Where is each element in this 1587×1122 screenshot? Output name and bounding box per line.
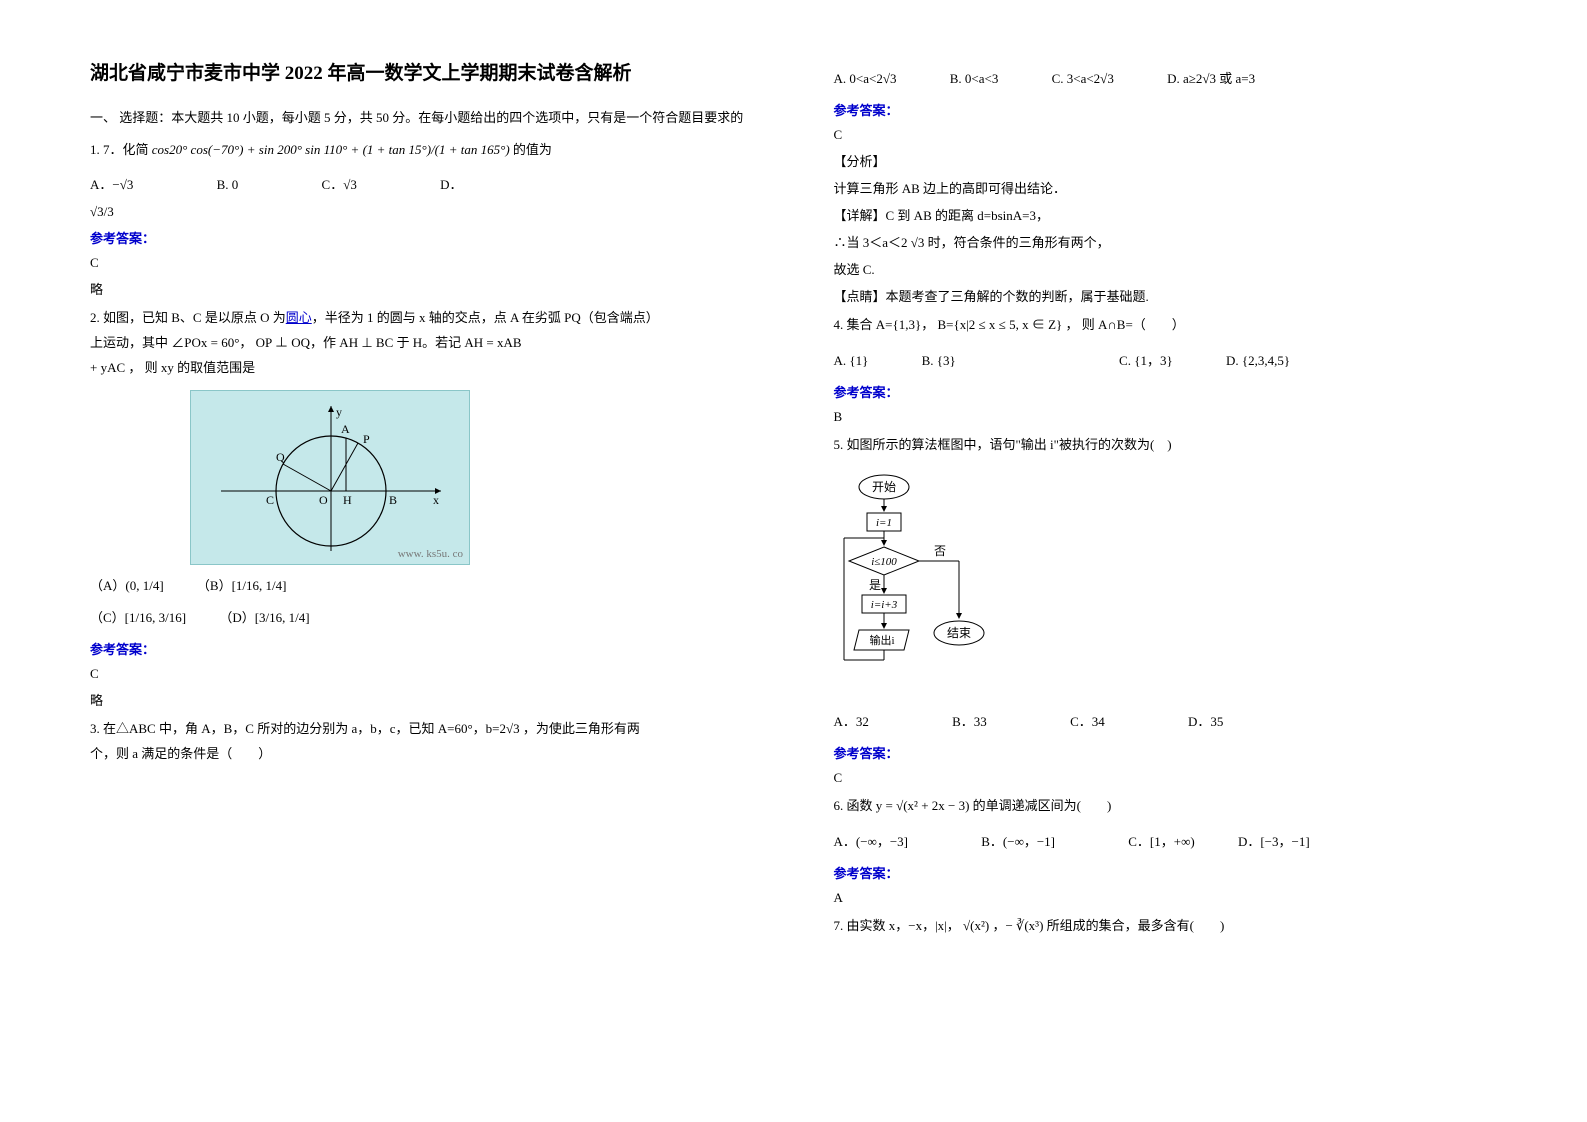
q3-opt-b: B. 0<a<3 bbox=[950, 71, 999, 86]
q2-l1a: 2. 如图，已知 B、C 是以原点 O 为 bbox=[90, 310, 286, 325]
svg-text:x: x bbox=[433, 493, 439, 507]
q1-opt-c: C．√3 bbox=[322, 177, 357, 192]
question-2: 2. 如图，已知 B、C 是以原点 O 为圆心，半径为 1 的圆与 x 轴的交点… bbox=[90, 306, 754, 380]
q5-opt-c: C．34 bbox=[1070, 714, 1105, 729]
svg-text:B: B bbox=[389, 493, 397, 507]
q3-detail2: ∴当 3＜a＜2 √3 时，符合条件的三角形有两个， bbox=[834, 232, 1498, 251]
q4-answer: B bbox=[834, 409, 1498, 425]
q2-l2: 上运动，其中 ∠POx = 60°， OP ⊥ OQ，作 AH ⊥ BC 于 H… bbox=[90, 331, 754, 356]
svg-text:输出i: 输出i bbox=[869, 633, 894, 647]
q2-opt-a: （A）(0, 1/4] bbox=[90, 578, 164, 593]
q3-comment: 【点睛】本题考查了三角解的个数的判断，属于基础题. bbox=[834, 286, 1498, 305]
q1-prefix: 1. 7．化简 bbox=[90, 142, 149, 157]
q2-l3: + yAC ， 则 xy 的取值范围是 bbox=[90, 356, 754, 381]
q3-opt-a: A. 0<a<2√3 bbox=[834, 71, 897, 86]
q6-options: A．(−∞，−3] B．(−∞，−1] C．[1，+∞) D．[−3，−1] bbox=[834, 829, 1498, 855]
ref-answer-label: 参考答案： bbox=[834, 100, 1498, 119]
q2-opt-c: （C）[1/16, 3/16] bbox=[90, 610, 186, 625]
section-header: 一、 选择题：本大题共 10 小题，每小题 5 分，共 50 分。在每小题给出的… bbox=[90, 107, 754, 126]
ref-answer-label: 参考答案： bbox=[90, 228, 754, 247]
flowchart-svg: 开始 i=1 i≤100 否 是 i=i+3 结束 输出i bbox=[834, 473, 1034, 693]
q6-answer: A bbox=[834, 890, 1498, 906]
q4-opt-d: D. {2,3,4,5} bbox=[1226, 353, 1290, 368]
q3-l2: 个，则 a 满足的条件是（ ） bbox=[90, 742, 754, 767]
circle-diagram-svg: y A P Q C H O B x bbox=[191, 391, 469, 564]
q6-opt-c: C．[1，+∞) bbox=[1128, 834, 1194, 849]
q1-answer: C bbox=[90, 255, 754, 271]
q2-opt-b: （B）[1/16, 1/4] bbox=[197, 578, 287, 593]
question-1: 1. 7．化简 cos20° cos(−70°) + sin 200° sin … bbox=[90, 138, 754, 163]
q5-opt-d: D．35 bbox=[1188, 714, 1223, 729]
q1-opt-d: D． bbox=[440, 177, 462, 192]
svg-text:i≤100: i≤100 bbox=[871, 556, 897, 568]
q2-answer: C bbox=[90, 666, 754, 682]
svg-text:y: y bbox=[336, 405, 342, 419]
q1-opt-a: A．−√3 bbox=[90, 177, 133, 192]
q1-options: A．−√3 B. 0 C．√3 D． bbox=[90, 172, 754, 198]
svg-text:结束: 结束 bbox=[946, 626, 970, 640]
q6-opt-d: D．[−3，−1] bbox=[1238, 834, 1310, 849]
q2-l1b: ，半径为 1 的圆与 x 轴的交点，点 A 在劣弧 PQ（包含端点） bbox=[312, 310, 659, 325]
q1-opt-b: B. 0 bbox=[217, 177, 239, 192]
ref-answer-label: 参考答案： bbox=[90, 639, 754, 658]
circle-center-link[interactable]: 圆心 bbox=[286, 310, 312, 325]
q1-opt-d-cont: √3/3 bbox=[90, 204, 754, 220]
q4-opt-b: B. {3} bbox=[922, 353, 956, 368]
svg-text:Q: Q bbox=[276, 450, 285, 464]
question-4: 4. 集合 A={1,3}， B={x|2 ≤ x ≤ 5, x ∈ Z} ， … bbox=[834, 313, 1498, 338]
svg-text:H: H bbox=[343, 493, 352, 507]
q2-opt-d: （D）[3/16, 1/4] bbox=[219, 610, 309, 625]
q3-l1: 3. 在△ABC 中，角 A，B，C 所对的边分别为 a，b，c，已知 A=60… bbox=[90, 717, 754, 742]
question-6: 6. 函数 y = √(x² + 2x − 3) 的单调递减区间为( ) bbox=[834, 794, 1498, 819]
q4-opt-a: A. {1} bbox=[834, 353, 869, 368]
svg-text:O: O bbox=[319, 493, 328, 507]
q6-opt-b: B．(−∞，−1] bbox=[981, 834, 1055, 849]
svg-text:开始: 开始 bbox=[871, 480, 895, 494]
q4-opt-c: C. {1，3} bbox=[1119, 353, 1173, 368]
q6-opt-a: A．(−∞，−3] bbox=[834, 834, 908, 849]
q2-options-row1: （A）(0, 1/4] （B）[1/16, 1/4] bbox=[90, 573, 754, 599]
q3-detail: 【详解】C 到 AB 的距离 d=bsinA=3， bbox=[834, 205, 1498, 224]
q3-answer: C bbox=[834, 127, 1498, 143]
question-7: 7. 由实数 x，−x，|x|， √(x²) ，− ∛(x³) 所组成的集合，最… bbox=[834, 914, 1498, 939]
q3-analysis: 计算三角形 AB 边上的高即可得出结论． bbox=[834, 178, 1498, 197]
svg-text:i=i+3: i=i+3 bbox=[870, 599, 897, 611]
q5-opt-a: A．32 bbox=[834, 714, 869, 729]
q5-options: A．32 B．33 C．34 D．35 bbox=[834, 709, 1498, 735]
svg-text:P: P bbox=[363, 432, 370, 446]
q2-explain: 略 bbox=[90, 690, 754, 709]
question-3: 3. 在△ABC 中，角 A，B，C 所对的边分别为 a，b，c，已知 A=60… bbox=[90, 717, 754, 766]
q3-opt-c: C. 3<a<2√3 bbox=[1052, 71, 1114, 86]
q3-analysis-label: 【分析】 bbox=[834, 151, 1498, 170]
ref-answer-label: 参考答案： bbox=[834, 743, 1498, 762]
q1-explain: 略 bbox=[90, 279, 754, 298]
page-title: 湖北省咸宁市麦市中学 2022 年高一数学文上学期期末试卷含解析 bbox=[90, 60, 754, 89]
question-5: 5. 如图所示的算法框图中，语句"输出 i"被执行的次数为( ) bbox=[834, 433, 1498, 458]
watermark: www. ks5u. co bbox=[398, 548, 463, 560]
q3-detail3: 故选 C. bbox=[834, 259, 1498, 278]
svg-text:否: 否 bbox=[934, 544, 946, 558]
q1-formula: cos20° cos(−70°) + sin 200° sin 110° + (… bbox=[152, 142, 510, 157]
ref-answer-label: 参考答案： bbox=[834, 863, 1498, 882]
svg-text:C: C bbox=[266, 493, 274, 507]
q3-opt-d: D. a≥2√3 或 a=3 bbox=[1167, 71, 1255, 86]
q3-options: A. 0<a<2√3 B. 0<a<3 C. 3<a<2√3 D. a≥2√3 … bbox=[834, 66, 1498, 92]
ref-answer-label: 参考答案： bbox=[834, 382, 1498, 401]
q5-answer: C bbox=[834, 770, 1498, 786]
q2-options-row2: （C）[1/16, 3/16] （D）[3/16, 1/4] bbox=[90, 605, 754, 631]
svg-text:是: 是 bbox=[869, 578, 881, 592]
svg-text:A: A bbox=[341, 422, 350, 436]
q2-figure: y A P Q C H O B x www. ks5u. co bbox=[190, 390, 470, 565]
q4-options: A. {1} B. {3} C. {1，3} D. {2,3,4,5} bbox=[834, 348, 1498, 374]
q5-opt-b: B．33 bbox=[952, 714, 987, 729]
svg-text:i=1: i=1 bbox=[876, 517, 892, 529]
q1-suffix: 的值为 bbox=[513, 142, 552, 157]
